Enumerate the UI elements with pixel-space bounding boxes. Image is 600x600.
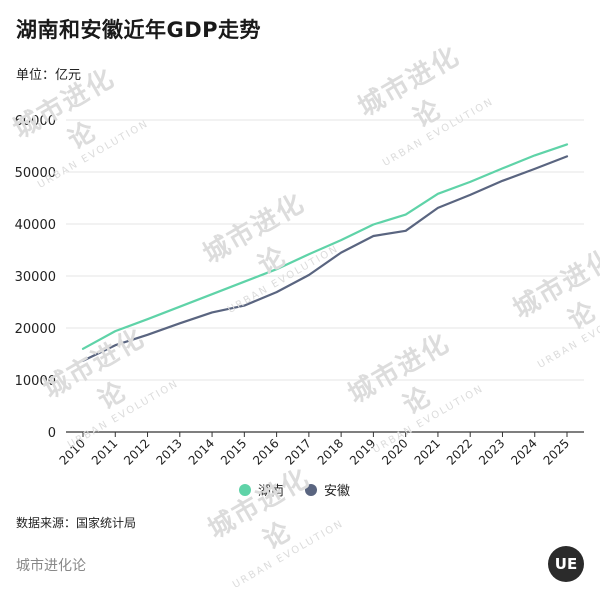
x-tick-label: 2015 <box>218 436 249 467</box>
footer-brand: 城市进化论 <box>16 558 86 574</box>
x-tick-label: 2012 <box>121 436 152 467</box>
chart-title: 湖南和安徽近年GDP走势 <box>16 18 262 42</box>
x-tick-label: 2019 <box>347 436 378 467</box>
x-tick-label: 2011 <box>89 436 120 467</box>
x-tick-label: 2025 <box>541 436 572 467</box>
y-tick-label: 40000 <box>15 218 56 233</box>
x-tick-label: 2020 <box>379 436 410 467</box>
x-tick-label: 2017 <box>282 436 313 467</box>
x-tick-label: 2023 <box>476 436 507 467</box>
legend-label: 湖南 <box>258 483 284 499</box>
y-tick-label: 10000 <box>15 374 56 389</box>
brand-logo-icon: UE <box>548 546 584 582</box>
series-line-湖南 <box>81 143 569 350</box>
y-tick-label: 0 <box>48 426 56 441</box>
y-tick-label: 20000 <box>15 322 56 337</box>
x-tick-label: 2010 <box>57 436 88 467</box>
x-tick-label: 2024 <box>508 436 539 467</box>
series-line-安徽 <box>81 155 569 362</box>
y-tick-label: 30000 <box>15 270 56 285</box>
legend-swatch <box>305 484 317 496</box>
y-tick-label: 50000 <box>15 166 56 181</box>
data-source: 数据来源：国家统计局 <box>16 516 137 530</box>
x-tick-label: 2013 <box>153 436 184 467</box>
x-tick-label: 2018 <box>315 436 346 467</box>
legend-swatch <box>239 484 251 496</box>
x-tick-label: 2014 <box>186 436 217 467</box>
unit-label: 单位：亿元 <box>16 68 82 83</box>
x-tick-label: 2016 <box>250 436 281 467</box>
y-tick-label: 60000 <box>15 114 56 129</box>
x-tick-label: 2022 <box>444 436 475 467</box>
legend-label: 安徽 <box>324 484 350 499</box>
x-tick-label: 2021 <box>412 436 443 467</box>
